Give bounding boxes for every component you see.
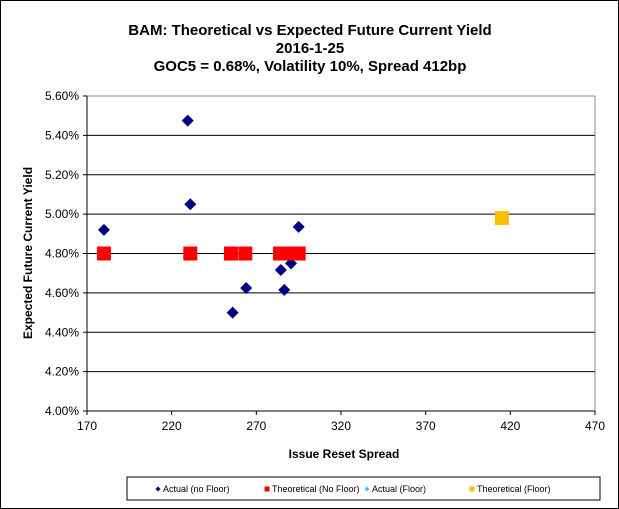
legend-marker bbox=[364, 486, 370, 492]
x-tick-label: 170 bbox=[77, 419, 97, 433]
chart-title-line-2: 2016-1-25 bbox=[276, 40, 344, 57]
legend-label: Theoretical (No Floor) bbox=[272, 484, 360, 494]
chart-title-line-3: GOC5 = 0.68%, Volatility 10%, Spread 412… bbox=[154, 58, 467, 75]
x-tick-label: 370 bbox=[416, 419, 436, 433]
legend-label: Actual (no Floor) bbox=[163, 484, 230, 494]
x-axis-label: Issue Reset Spread bbox=[289, 447, 400, 461]
data-point-diamond bbox=[184, 198, 197, 211]
chart-title-line-1: BAM: Theoretical vs Expected Future Curr… bbox=[128, 22, 491, 39]
y-tick-label: 4.20% bbox=[45, 365, 79, 379]
data-point-diamond bbox=[278, 283, 291, 296]
data-point-square bbox=[223, 246, 238, 261]
x-tick-label: 420 bbox=[500, 419, 520, 433]
legend-marker bbox=[469, 486, 475, 492]
data-point-diamond bbox=[292, 220, 305, 233]
y-tick-label: 4.60% bbox=[45, 286, 79, 300]
legend bbox=[126, 476, 601, 501]
legend-marker bbox=[264, 486, 270, 492]
legend-label: Actual (Floor) bbox=[372, 484, 426, 494]
y-tick-label: 4.00% bbox=[45, 404, 79, 418]
y-tick-label: 4.40% bbox=[45, 325, 79, 339]
x-tick-label: 220 bbox=[162, 419, 182, 433]
data-point-square bbox=[96, 246, 111, 261]
data-point-diamond bbox=[274, 264, 287, 277]
y-tick-label: 4.80% bbox=[45, 247, 79, 261]
data-point-square bbox=[494, 211, 509, 226]
legend-marker bbox=[155, 486, 161, 492]
y-tick-label: 5.20% bbox=[45, 168, 79, 182]
legend-label: Theoretical (Floor) bbox=[477, 484, 551, 494]
y-tick-label: 5.60% bbox=[45, 89, 79, 103]
data-point-square bbox=[183, 246, 198, 261]
y-tick-label: 5.00% bbox=[45, 207, 79, 221]
y-tick-label: 5.40% bbox=[45, 128, 79, 142]
data-point-square bbox=[238, 246, 253, 261]
x-tick-label: 270 bbox=[246, 419, 266, 433]
data-point-diamond bbox=[181, 114, 194, 127]
x-tick-label: 470 bbox=[585, 419, 605, 433]
data-point-diamond bbox=[97, 223, 110, 236]
x-tick-label: 320 bbox=[331, 419, 351, 433]
data-point-square bbox=[291, 246, 306, 261]
data-point-diamond bbox=[226, 306, 239, 319]
y-axis-label: Expected Future Current Yield bbox=[21, 167, 35, 339]
data-point-diamond bbox=[240, 281, 253, 294]
